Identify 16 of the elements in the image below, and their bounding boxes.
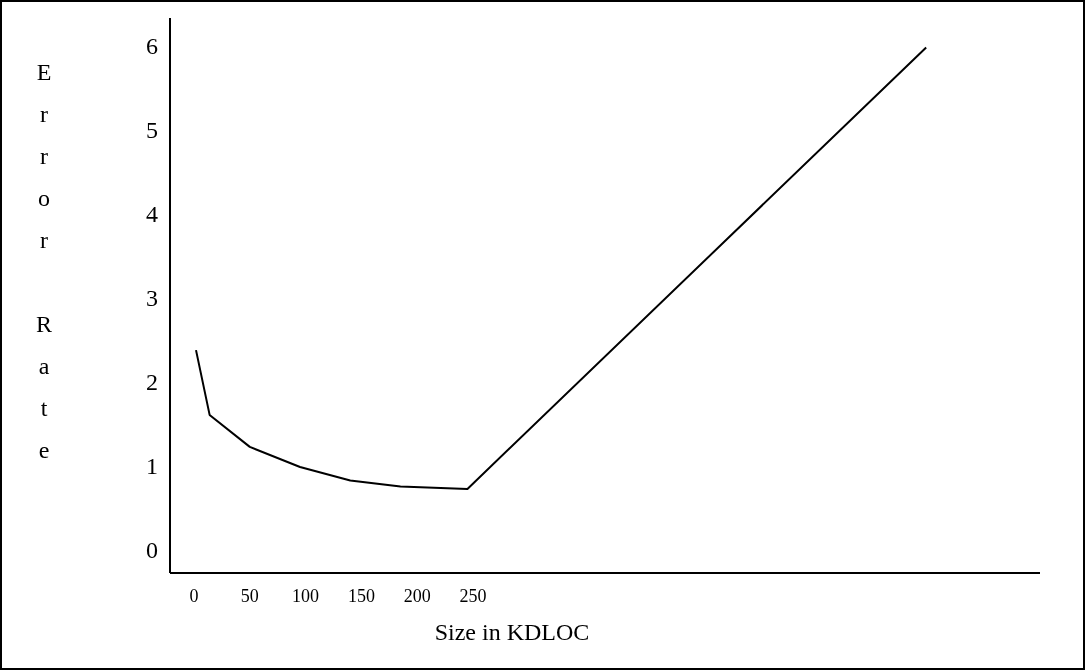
x-tick-label: 200: [403, 586, 431, 606]
y-tick-label: 3: [146, 285, 158, 312]
y-tick-label: 5: [146, 116, 158, 143]
y-tick-label: 6: [146, 32, 158, 59]
x-tick-label: 0: [189, 586, 199, 606]
y-tick-label: 1: [146, 453, 158, 480]
y-tick-label: 2: [146, 369, 158, 396]
x-tick-label: 150: [347, 586, 375, 606]
x-axis-title: Size in KDLOC: [434, 619, 590, 645]
x-tick-label: 100: [292, 586, 320, 606]
line-series: [195, 46, 928, 490]
y-tick-label: 4: [146, 200, 158, 227]
x-tick-label: 50: [240, 586, 259, 606]
x-tick-label: 250: [459, 586, 487, 606]
text: Error Rate: [35, 59, 53, 463]
y-tick-label: 0: [146, 537, 158, 564]
